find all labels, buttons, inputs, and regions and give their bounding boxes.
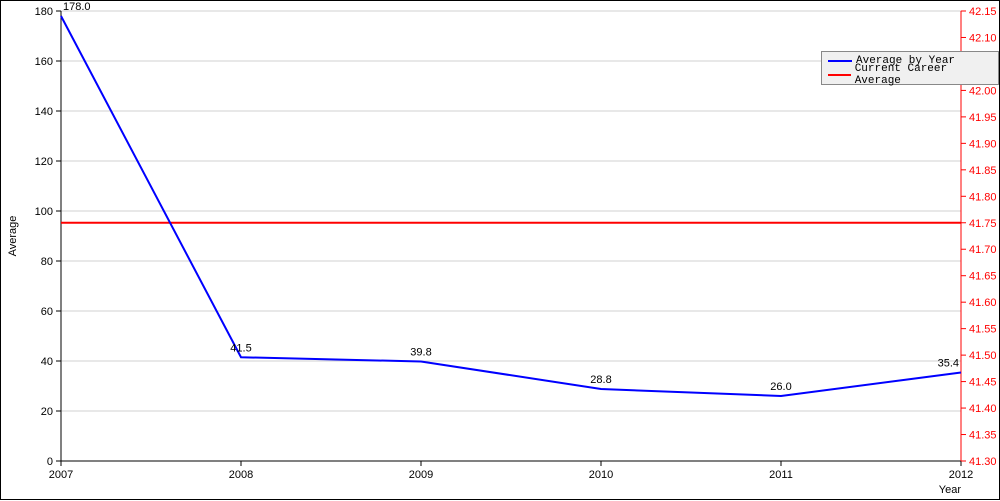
legend-row: Current Career Average bbox=[828, 68, 992, 82]
x-tick-label: 2009 bbox=[409, 469, 433, 481]
y-left-tick-label: 160 bbox=[35, 56, 53, 68]
y-right-tick-label: 41.80 bbox=[969, 191, 997, 203]
y-left-tick-label: 80 bbox=[41, 256, 53, 268]
y-left-tick-label: 40 bbox=[41, 356, 53, 368]
y-right-tick-label: 41.30 bbox=[969, 456, 997, 468]
legend-swatch bbox=[828, 60, 852, 62]
x-tick-label: 2010 bbox=[589, 469, 613, 481]
y-right-tick-label: 42.10 bbox=[969, 32, 997, 44]
y-left-tick-label: 60 bbox=[41, 306, 53, 318]
y-left-tick-label: 20 bbox=[41, 406, 53, 418]
x-tick-label: 2012 bbox=[949, 469, 973, 481]
y-right-tick-label: 42.00 bbox=[969, 85, 997, 97]
y-right-tick-label: 41.55 bbox=[969, 324, 997, 336]
y-right-tick-label: 41.70 bbox=[969, 244, 997, 256]
data-point-label: 41.5 bbox=[230, 342, 251, 354]
x-tick-label: 2011 bbox=[769, 469, 793, 481]
y-right-tick-label: 41.85 bbox=[969, 165, 997, 177]
legend-swatch bbox=[828, 74, 851, 76]
legend: Average by YearCurrent Career Average bbox=[821, 51, 999, 85]
y-right-tick-label: 41.95 bbox=[969, 112, 997, 124]
y-axis-left-label: Average bbox=[7, 216, 19, 257]
x-axis-label: Year bbox=[939, 484, 962, 496]
y-right-tick-label: 41.35 bbox=[969, 430, 997, 442]
y-left-tick-label: 120 bbox=[35, 156, 53, 168]
y-right-tick-label: 42.15 bbox=[969, 6, 997, 18]
y-left-tick-label: 0 bbox=[47, 456, 53, 468]
y-right-tick-label: 41.90 bbox=[969, 138, 997, 150]
data-point-label: 26.0 bbox=[770, 381, 791, 393]
data-point-label: 178.0 bbox=[63, 1, 91, 13]
x-tick-label: 2007 bbox=[49, 469, 73, 481]
y-left-tick-label: 140 bbox=[35, 106, 53, 118]
y-left-tick-label: 180 bbox=[35, 6, 53, 18]
data-point-label: 39.8 bbox=[410, 347, 431, 359]
y-right-tick-label: 41.75 bbox=[969, 218, 997, 230]
y-right-tick-label: 41.45 bbox=[969, 377, 997, 389]
y-right-tick-label: 41.65 bbox=[969, 271, 997, 283]
y-right-tick-label: 41.40 bbox=[969, 403, 997, 415]
data-point-label: 35.4 bbox=[938, 358, 959, 370]
y-right-tick-label: 41.60 bbox=[969, 297, 997, 309]
x-tick-label: 2008 bbox=[229, 469, 253, 481]
y-right-tick-label: 41.50 bbox=[969, 350, 997, 362]
chart-container: 2007 2008 2009 2010 2011 2012 Year 0 20 40 60 80 100… bbox=[0, 0, 1000, 500]
data-point-label: 28.8 bbox=[590, 374, 611, 386]
legend-label: Current Career Average bbox=[855, 63, 992, 87]
y-left-tick-label: 100 bbox=[35, 206, 53, 218]
